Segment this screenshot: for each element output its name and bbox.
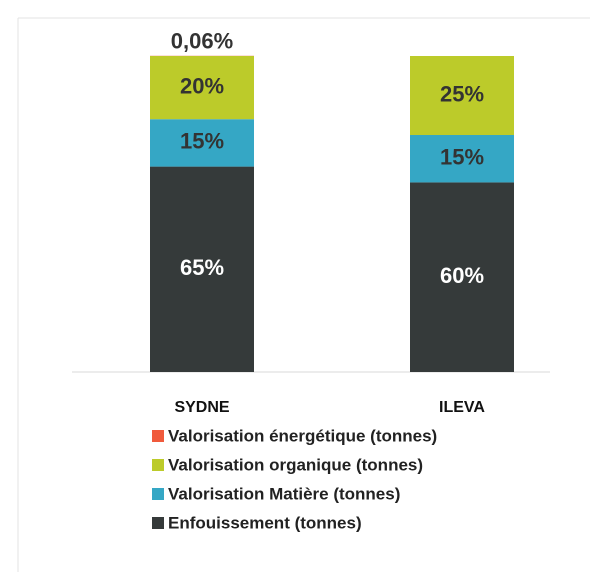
legend-swatch: [152, 430, 164, 442]
legend-swatch: [152, 459, 164, 471]
data-label: 65%: [180, 255, 224, 280]
legend-swatch: [152, 488, 164, 500]
x-tick-label: SYDNE: [174, 399, 229, 416]
bar-segment: [410, 135, 514, 183]
data-label: 20%: [180, 73, 224, 98]
x-tick-label: ILEVA: [439, 399, 485, 416]
bar-segment: [410, 182, 514, 372]
bar-segment: [150, 56, 254, 120]
legend-swatch: [152, 517, 164, 529]
bar-segment: [150, 166, 254, 372]
legend-label: Enfouissement (tonnes): [168, 513, 362, 532]
legend-label: Valorisation organique (tonnes): [168, 455, 423, 474]
bar-segment: [150, 119, 254, 167]
data-label: 60%: [440, 263, 484, 288]
bar-segment: [410, 56, 514, 135]
legend-label: Valorisation Matière (tonnes): [168, 484, 400, 503]
data-label: 15%: [180, 129, 224, 154]
legend-label: Valorisation énergétique (tonnes): [168, 426, 437, 445]
data-label: 0,06%: [171, 29, 233, 54]
data-label: 25%: [440, 81, 484, 106]
data-label: 15%: [440, 145, 484, 170]
